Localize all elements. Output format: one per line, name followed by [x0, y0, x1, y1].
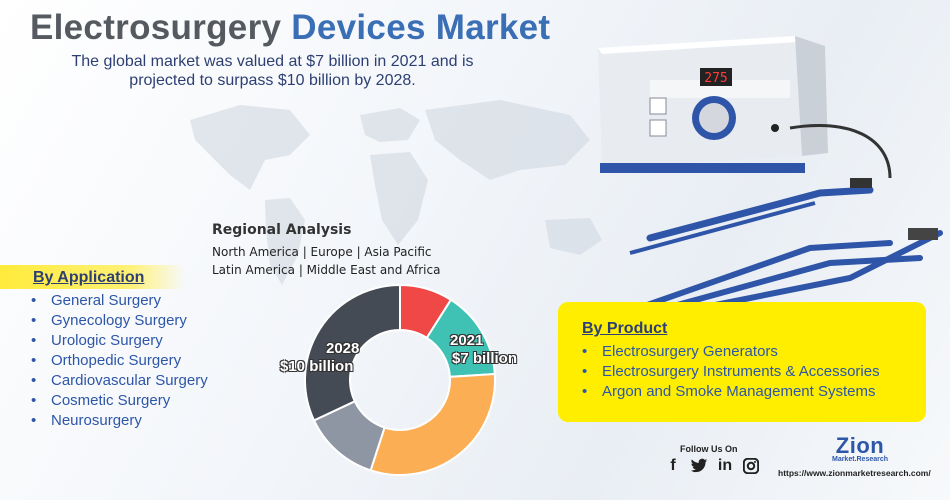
list-item: • Gynecology Surgery — [31, 312, 187, 329]
twitter-icon[interactable] — [690, 457, 708, 475]
list-item-label: Orthopedic Surgery — [51, 352, 182, 369]
label-2021-value: $7 billion — [452, 350, 518, 367]
zion-logo[interactable]: Zion Market.Research — [820, 433, 900, 464]
product-heading: By Product — [582, 320, 668, 337]
list-item: • Orthopedic Surgery — [31, 352, 182, 369]
label-2021-year: 2021 — [450, 332, 484, 349]
list-item-label: General Surgery — [51, 292, 162, 309]
product-list: • Electrosurgery Generators • Electrosurge… — [582, 342, 880, 402]
regional-title: Regional Analysis — [212, 222, 352, 238]
list-item-label: Urologic Surgery — [51, 332, 163, 349]
list-item-label: Cosmetic Surgery — [51, 392, 171, 409]
donut-segment-5 — [304, 283, 401, 422]
world-map-graphic — [190, 100, 602, 285]
facebook-icon[interactable]: f — [670, 457, 676, 474]
list-item-label: Electrosurgery Instruments & Accessories — [602, 363, 880, 380]
list-item-label: Cardiovascular Surgery — [51, 372, 208, 389]
electrosurgery-device-image: 275 — [598, 36, 943, 318]
page-title: Electrosurgery Devices Market — [30, 8, 550, 48]
label-2028-year: 2028 — [326, 340, 360, 357]
list-item: • Cardiovascular Surgery — [31, 372, 208, 389]
list-item-label: Argon and Smoke Management Systems — [602, 383, 876, 400]
list-item-label: Gynecology Surgery — [51, 312, 187, 329]
linkedin-icon[interactable]: in — [717, 457, 733, 474]
market-donut-chart — [304, 283, 496, 476]
device-display: 275 — [704, 71, 727, 86]
application-heading-bar: By Application — [0, 265, 185, 289]
regional-line-1: North America | Europe | Asia Pacific — [212, 245, 432, 259]
title-part-1: Electrosurgery — [30, 8, 282, 47]
social-links: f in — [664, 457, 760, 475]
regional-line-2: Latin America | Middle East and Africa — [212, 263, 441, 277]
donut-segment-3 — [369, 372, 496, 476]
list-item: • Electrosurgery Instruments & Accessorie… — [582, 363, 880, 380]
list-item: • Neurosurgery — [31, 412, 142, 429]
list-item-label: Neurosurgery — [51, 412, 142, 429]
list-item: • Cosmetic Surgery — [31, 392, 171, 409]
application-heading: By Application — [33, 269, 145, 286]
list-item: • Argon and Smoke Management Systems — [582, 383, 876, 400]
list-item-label: Electrosurgery Generators — [602, 343, 778, 360]
logo-text: Zion — [835, 433, 885, 458]
website-link[interactable]: https://www.zionmarketresearch.com/ — [778, 468, 931, 478]
application-list: • General Surgery • Gynecology Surgery • Ur… — [31, 291, 208, 431]
label-2028-value: $10 billion — [280, 358, 354, 375]
subtitle: The global market was valued at $7 billi… — [71, 53, 474, 89]
list-item: • Electrosurgery Generators — [582, 343, 778, 360]
regional-analysis: Regional Analysis North America | Europe… — [212, 222, 440, 279]
title-part-2: Devices Market — [291, 8, 551, 47]
logo-subtext: Market.Research — [831, 456, 889, 463]
instagram-icon[interactable] — [742, 457, 760, 475]
product-box: By Product • Electrosurgery Generators • E… — [558, 302, 926, 422]
follow-us-label: Follow Us On — [680, 444, 738, 454]
list-item: • Urologic Surgery — [31, 332, 163, 349]
list-item: • General Surgery — [31, 292, 162, 309]
